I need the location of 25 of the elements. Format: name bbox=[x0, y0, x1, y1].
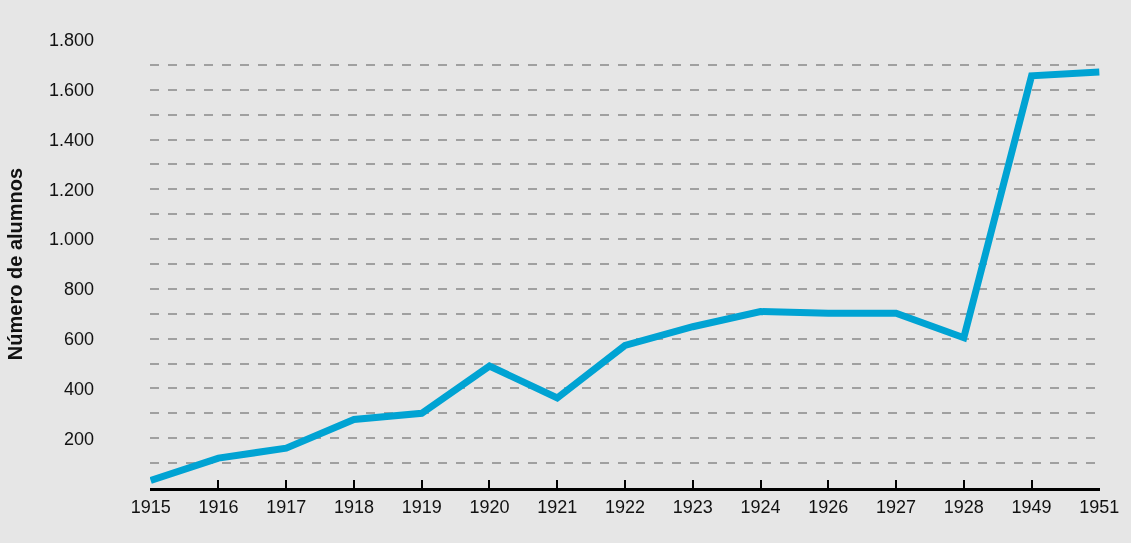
y-tick-label: 600 bbox=[63, 328, 94, 349]
y-tick-label: 1.200 bbox=[48, 179, 94, 200]
y-axis-title: Número de alumnos bbox=[4, 167, 27, 361]
y-tick-label: 1.600 bbox=[48, 80, 94, 101]
x-tick-label: 1920 bbox=[469, 496, 510, 517]
x-tick-label: 1928 bbox=[943, 496, 984, 517]
x-tick-label: 1916 bbox=[198, 496, 239, 517]
x-tick-label: 1919 bbox=[401, 496, 442, 517]
x-tick-label: 1921 bbox=[537, 496, 578, 517]
y-tick-label: 1.800 bbox=[48, 30, 94, 51]
y-tick-label: 200 bbox=[63, 428, 94, 449]
x-tick-label: 1926 bbox=[808, 496, 849, 517]
x-tick-label: 1949 bbox=[1011, 496, 1052, 517]
x-tick-label: 1922 bbox=[604, 496, 646, 517]
y-tick-label: 400 bbox=[63, 378, 94, 399]
x-tick-label: 1927 bbox=[876, 496, 917, 517]
y-tick-label: 800 bbox=[63, 279, 94, 300]
y-tick-label: 1.400 bbox=[48, 129, 94, 150]
y-tick-label: 1.000 bbox=[48, 229, 94, 250]
x-tick-label: 1915 bbox=[130, 496, 171, 517]
x-tick-label: 1951 bbox=[1079, 496, 1120, 517]
x-tick-label: 1923 bbox=[672, 496, 713, 517]
x-tick-label: 1918 bbox=[333, 496, 374, 517]
x-tick-label: 1917 bbox=[266, 496, 307, 517]
x-tick-label: 1924 bbox=[740, 496, 781, 517]
